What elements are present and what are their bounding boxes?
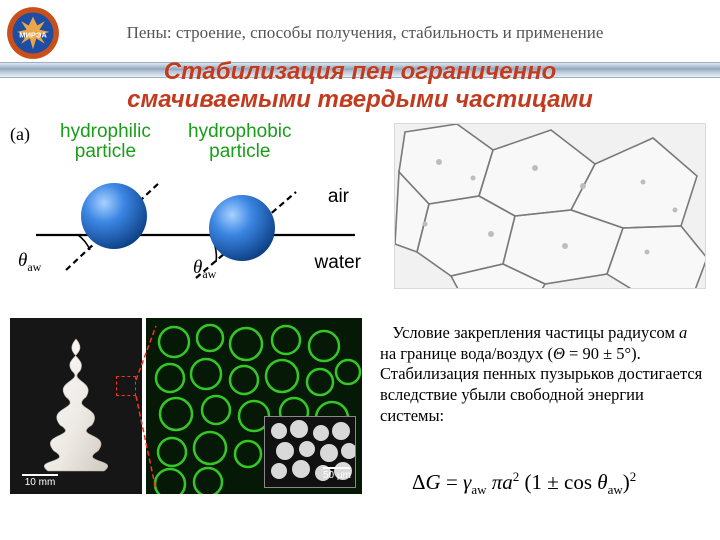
energy-formula: ΔG = γaw πa2 (1 ± cos θaw)2 <box>400 463 648 506</box>
fluorescent-spheres-photo: b) <box>146 318 362 494</box>
foam-cells-svg <box>395 124 706 289</box>
slide-title-line2: смачиваемыми твердыми частицами <box>127 86 593 113</box>
foam-swirl-icon <box>32 337 120 472</box>
sem-inset: 50 µm <box>264 416 356 488</box>
foam-scale-bar: 10 mm <box>22 474 58 488</box>
body-text: Условие закрепления частицы радиусом a н… <box>380 323 705 426</box>
foam-micrograph <box>394 123 706 289</box>
inset-scale-bar: 50 µm <box>323 467 351 481</box>
foam-macroscopic-photo: a) 10 mm <box>10 318 142 494</box>
slide-title-line1: Стабилизация пен ограниченно <box>164 58 556 85</box>
slide-topic: Пены: строение, способы получения, стаби… <box>60 23 670 43</box>
particle-diagram: (a) hydrophilicparticle hydrophobicparti… <box>10 122 365 307</box>
particle-diagram-svg <box>10 122 365 307</box>
content-area: (a) hydrophilicparticle hydrophobicparti… <box>0 125 720 540</box>
logo-text: МИРЭА <box>19 30 47 39</box>
slide-title: Стабилизация пен ограниченно смачиваемым… <box>0 58 720 113</box>
roi-marker <box>116 376 136 396</box>
photo-row: a) 10 mm b) <box>10 318 362 498</box>
header-banner: МИРЭА Пены: строение, способы получения,… <box>0 0 720 65</box>
university-logo: МИРЭА <box>6 6 60 60</box>
